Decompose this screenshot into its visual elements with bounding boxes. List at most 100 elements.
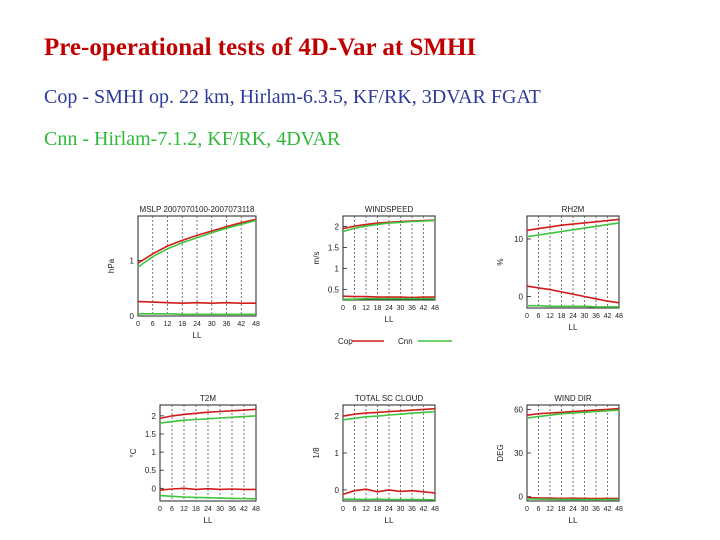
x-tick-label: 12 [180, 506, 188, 513]
y-axis-label: m/s [312, 252, 321, 265]
x-tick-label: 30 [397, 506, 405, 513]
cop-series-line [137, 218, 257, 264]
x-tick-label: 48 [252, 506, 260, 513]
x-tick-label: 12 [362, 305, 370, 312]
x-tick-label: 48 [252, 321, 260, 328]
y-axis-label: % [496, 258, 505, 265]
cnn-series-line [527, 304, 619, 308]
y-tick-label: 2 [335, 412, 340, 421]
x-tick-label: 6 [353, 506, 357, 513]
chart-title: MSLP 2007070100-2007073118 [140, 205, 255, 214]
x-tick-label: 30 [397, 305, 405, 312]
y-axis-label: °C [129, 448, 138, 457]
x-tick-label: 12 [546, 313, 554, 320]
x-tick-label: 24 [385, 506, 393, 513]
x-tick-label: 18 [558, 313, 566, 320]
x-tick-label: 0 [341, 305, 345, 312]
x-tick-label: 36 [408, 305, 416, 312]
cop-series-line [526, 407, 620, 416]
x-tick-label: 48 [431, 506, 439, 513]
y-tick-label: 1.5 [328, 244, 340, 253]
y-tick-label: 1 [335, 265, 340, 274]
cop-series-line [159, 408, 257, 420]
x-tick-label: 18 [374, 305, 382, 312]
x-tick-label: 18 [374, 506, 382, 513]
x-tick-label: 0 [136, 321, 140, 328]
x-tick-label: 42 [604, 506, 612, 513]
cnn-series-line [159, 415, 257, 424]
cnn-series-line [138, 312, 256, 316]
chart-title: WINDSPEED [365, 205, 414, 214]
x-tick-label: 6 [151, 321, 155, 328]
cnn-series-line [343, 297, 435, 301]
x-tick-label: 24 [193, 321, 201, 328]
cop-series-line [342, 295, 435, 299]
legend-cnn-label: Cnn [398, 337, 413, 346]
y-tick-label: 0 [130, 312, 135, 321]
y-tick-label: 1 [335, 449, 340, 458]
x-tick-label: 30 [216, 506, 224, 513]
y-tick-label: 1 [130, 256, 135, 265]
cop-series-line [137, 300, 256, 305]
x-tick-label: 12 [546, 506, 554, 513]
x-tick-label: 42 [237, 321, 245, 328]
x-tick-label: 18 [558, 506, 566, 513]
cop-series-line [159, 487, 256, 491]
chart-title: TOTAL SC CLOUD [355, 394, 424, 403]
x-tick-label: 42 [420, 305, 428, 312]
x-tick-label: 6 [353, 305, 357, 312]
cop-series-line [342, 407, 436, 417]
cop-series-line [342, 488, 436, 496]
cnn-series-line [137, 219, 257, 268]
cnn-series-line [526, 498, 619, 501]
x-tick-label: 48 [615, 506, 623, 513]
cop-series-line [526, 218, 620, 232]
y-tick-label: 60 [514, 405, 523, 414]
page-title: Pre-operational tests of 4D-Var at SMHI [44, 34, 477, 61]
y-tick-label: 10 [514, 235, 523, 244]
y-tick-label: 2 [335, 223, 340, 232]
y-tick-label: 0 [519, 293, 524, 302]
legend-cop-label: Cop [338, 337, 353, 346]
x-tick-label: 18 [192, 506, 200, 513]
x-tick-label: 30 [581, 506, 589, 513]
x-tick-label: 24 [569, 506, 577, 513]
x-tick-label: 0 [525, 313, 529, 320]
x-tick-label: 36 [592, 313, 600, 320]
x-axis-label: LL [569, 516, 578, 525]
x-tick-label: 12 [362, 506, 370, 513]
chart-title: WIND DIR [554, 394, 592, 403]
x-axis-label: LL [193, 331, 202, 340]
x-tick-label: 48 [615, 313, 623, 320]
x-tick-label: 0 [525, 506, 529, 513]
cnn-series-line [159, 494, 257, 500]
x-tick-label: 36 [592, 506, 600, 513]
cop-series-line [526, 285, 620, 304]
chart-title: T2M [200, 394, 216, 403]
x-axis-label: LL [569, 323, 578, 332]
x-axis-label: LL [204, 516, 213, 525]
x-tick-label: 24 [569, 313, 577, 320]
y-tick-label: 0 [519, 493, 524, 502]
x-axis-label: LL [385, 516, 394, 525]
x-tick-label: 18 [178, 321, 186, 328]
x-tick-label: 42 [604, 313, 612, 320]
x-tick-label: 24 [204, 506, 212, 513]
y-tick-label: 30 [514, 449, 523, 458]
x-axis-label: LL [385, 315, 394, 324]
x-tick-label: 6 [170, 506, 174, 513]
y-tick-label: 2 [152, 412, 157, 421]
y-tick-label: 0 [152, 484, 157, 493]
y-axis-label: 1/8 [312, 447, 321, 459]
x-tick-label: 42 [420, 506, 428, 513]
y-axis-label: DEG [496, 444, 505, 461]
x-tick-label: 48 [431, 305, 439, 312]
y-axis-label: hPa [107, 258, 116, 273]
cnn-series-line [342, 219, 436, 233]
x-tick-label: 0 [158, 506, 162, 513]
x-tick-label: 24 [385, 305, 393, 312]
x-tick-label: 6 [537, 313, 541, 320]
y-tick-label: 1.5 [145, 430, 157, 439]
cnn-series-line [526, 409, 620, 419]
